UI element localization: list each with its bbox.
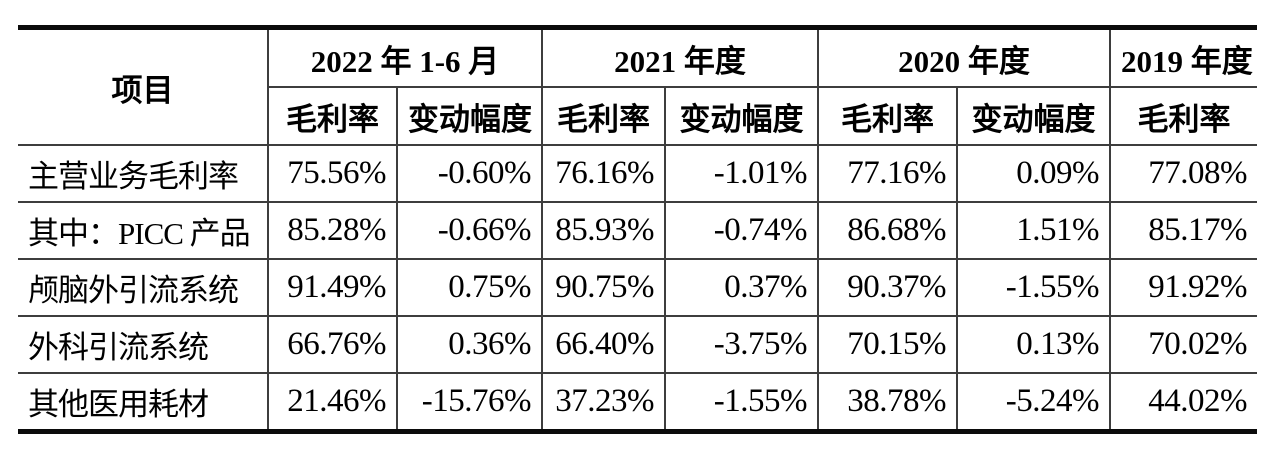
row-item-label: 外科引流系统 (18, 315, 269, 374)
cell-value: 85.93% (541, 201, 667, 260)
cell-value: 21.46% (267, 372, 398, 433)
column-group-2019: 2019 年度 (1109, 26, 1258, 88)
table-row: 其中：PICC 产品 85.28% -0.66% 85.93% -0.74% 8… (18, 201, 1258, 260)
table-row: 主营业务毛利率 75.56% -0.60% 76.16% -1.01% 77.1… (18, 144, 1258, 203)
column-header-item: 项目 (18, 26, 269, 146)
header-row-metrics: 毛利率 变动幅度 毛利率 变动幅度 毛利率 变动幅度 毛利率 (18, 86, 1258, 146)
table-row: 外科引流系统 66.76% 0.36% 66.40% -3.75% 70.15%… (18, 315, 1258, 374)
cell-value: -1.55% (956, 258, 1112, 317)
column-header-2020-margin: 毛利率 (817, 86, 959, 146)
row-item-label: 其他医用耗材 (18, 372, 269, 433)
cell-value: 0.36% (395, 315, 544, 374)
row-item-label: 主营业务毛利率 (18, 144, 269, 203)
cell-value: 0.13% (956, 315, 1112, 374)
cell-value: 66.40% (541, 315, 667, 374)
cell-value: 75.56% (267, 144, 398, 203)
cell-value: -0.60% (395, 144, 544, 203)
cell-value: 77.16% (817, 144, 959, 203)
column-group-2022h1: 2022 年 1-6 月 (266, 26, 544, 88)
cell-value: 37.23% (541, 372, 667, 433)
cell-value: 70.15% (817, 315, 959, 374)
column-group-2020: 2020 年度 (817, 26, 1112, 88)
cell-value: 86.68% (817, 201, 959, 260)
cell-value: 44.02% (1109, 372, 1258, 433)
column-header-2019-margin: 毛利率 (1109, 86, 1258, 146)
column-header-2021-margin: 毛利率 (541, 86, 667, 146)
gross-margin-table: 项目 2022 年 1-6 月 2021 年度 2020 年度 2019 年度 … (18, 25, 1258, 434)
cell-value: -1.01% (664, 144, 820, 203)
cell-value: 76.16% (541, 144, 667, 203)
column-group-2021: 2021 年度 (541, 26, 820, 88)
cell-value: 85.17% (1109, 201, 1258, 260)
cell-value: 0.75% (395, 258, 544, 317)
cell-value: 91.49% (267, 258, 398, 317)
header-row-periods: 项目 2022 年 1-6 月 2021 年度 2020 年度 2019 年度 (18, 26, 1258, 146)
cell-value: 66.76% (267, 315, 398, 374)
column-header-2020-change: 变动幅度 (956, 86, 1112, 146)
cell-value: 85.28% (267, 201, 398, 260)
cell-value: 77.08% (1109, 144, 1258, 203)
cell-value: -0.66% (395, 201, 544, 260)
cell-value: 90.37% (817, 258, 959, 317)
column-header-2022-margin: 毛利率 (268, 86, 398, 146)
table-row: 其他医用耗材 21.46% -15.76% 37.23% -1.55% 38.7… (18, 372, 1258, 433)
cell-value: 0.09% (956, 144, 1112, 203)
row-item-label: 颅脑外引流系统 (18, 258, 269, 317)
cell-value: -3.75% (664, 315, 820, 374)
cell-value: 91.92% (1109, 258, 1258, 317)
cell-value: -5.24% (956, 372, 1112, 433)
cell-value: 0.37% (664, 258, 820, 317)
cell-value: 90.75% (541, 258, 667, 317)
cell-value: 1.51% (956, 201, 1112, 260)
table-row: 颅脑外引流系统 91.49% 0.75% 90.75% 0.37% 90.37%… (18, 258, 1258, 317)
column-header-2022-change: 变动幅度 (395, 86, 544, 146)
cell-value: 38.78% (817, 372, 959, 433)
cell-value: -0.74% (664, 201, 820, 260)
row-item-label: 其中：PICC 产品 (18, 201, 269, 260)
cell-value: 70.02% (1109, 315, 1258, 374)
column-header-2021-change: 变动幅度 (664, 86, 820, 146)
cell-value: -1.55% (664, 372, 820, 433)
cell-value: -15.76% (395, 372, 544, 433)
